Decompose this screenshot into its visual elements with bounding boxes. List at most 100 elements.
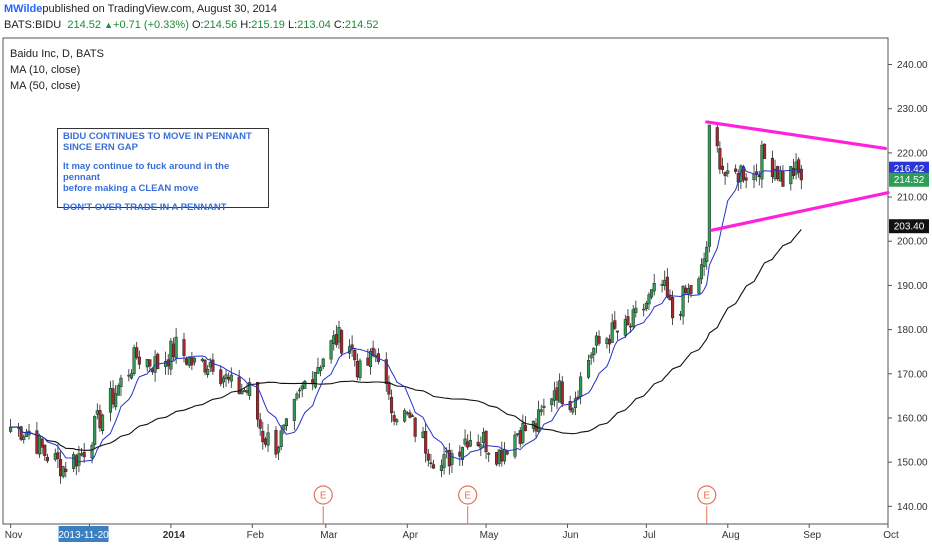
price-chart[interactable]: 140.00 150.00 160.00 170.00 180.00 190.00 200.… <box>0 36 932 550</box>
y-tick-label: 190.00 <box>897 281 928 292</box>
ma10-price-tag-label: 216.42 <box>894 164 925 175</box>
candle <box>408 412 412 418</box>
candle <box>718 148 722 170</box>
candle <box>660 283 664 286</box>
y-tick-label: 220.00 <box>897 148 928 159</box>
candle <box>707 124 711 247</box>
candle <box>211 359 215 372</box>
candle <box>521 422 525 443</box>
candle <box>266 432 270 446</box>
candle <box>145 359 149 368</box>
x-tick-label: Jun <box>562 530 578 541</box>
candle <box>132 347 136 375</box>
candle <box>594 335 598 346</box>
candle <box>263 438 267 445</box>
candle <box>539 409 543 413</box>
candle <box>355 360 359 378</box>
candle <box>19 426 23 440</box>
candle <box>316 367 320 374</box>
candle <box>550 398 554 406</box>
candle <box>424 430 428 454</box>
candle <box>321 358 325 367</box>
candle <box>277 446 281 453</box>
candle <box>353 349 357 361</box>
candle <box>458 451 462 457</box>
candle <box>495 451 499 465</box>
candle <box>332 335 336 344</box>
candle <box>476 441 480 446</box>
high-value: 215.19 <box>251 19 285 31</box>
candle <box>274 430 278 455</box>
candle <box>101 414 105 432</box>
candle <box>555 387 559 401</box>
candle <box>715 127 719 147</box>
candle <box>571 408 575 413</box>
candle <box>350 344 354 349</box>
candle <box>586 359 591 378</box>
candle <box>403 410 407 422</box>
y-tick-label: 230.00 <box>897 104 928 115</box>
legend-ma50[interactable]: MA (50, close) <box>10 80 81 92</box>
candle <box>755 171 759 175</box>
legend-title[interactable]: Baidu Inc, D, BATS <box>10 48 104 60</box>
candle <box>64 468 68 472</box>
candle <box>129 373 134 379</box>
earnings-icon <box>458 485 478 505</box>
last-price: 214.52 <box>67 19 102 31</box>
candle <box>329 340 333 360</box>
legend-ma10[interactable]: MA (10, close) <box>10 64 81 76</box>
candle <box>114 393 118 408</box>
candle <box>597 336 601 344</box>
candle <box>135 347 139 358</box>
publish-line: MWildepublished on TradingView.com, Augu… <box>4 3 277 15</box>
candle <box>789 166 793 185</box>
x-tick-label: Sep <box>803 530 821 541</box>
candle <box>45 456 49 462</box>
publish-info: published on TradingView.com, August 30,… <box>42 3 278 15</box>
candle <box>224 374 228 379</box>
candle <box>248 382 252 396</box>
candle <box>426 453 430 461</box>
annotation-line: DON'T OVER TRADE IN A PENNANT <box>63 202 227 213</box>
candle <box>368 351 373 367</box>
candle <box>313 371 317 388</box>
candle <box>573 398 577 408</box>
candle <box>245 390 249 393</box>
candle <box>644 302 648 310</box>
candle <box>9 426 13 432</box>
y-tick-label: 200.00 <box>897 237 928 248</box>
candle <box>542 405 546 408</box>
candle <box>43 444 47 456</box>
candle <box>93 416 97 445</box>
candle <box>358 360 362 378</box>
symbol[interactable]: BATS:BIDU <box>4 19 62 31</box>
candle <box>192 357 197 363</box>
candle <box>762 143 767 159</box>
earnings-icon <box>697 485 717 505</box>
ma50-price-tag-label: 203.40 <box>894 222 925 233</box>
plot-frame <box>2 37 889 525</box>
crosshair-date-tag <box>58 526 109 542</box>
annotation-line: BIDU CONTINUES TO MOVE IN PENNANT <box>63 131 252 142</box>
author-link[interactable]: MWilde <box>4 3 43 15</box>
annotation-box[interactable]: BIDU CONTINUES TO MOVE IN PENNANT SINCE … <box>57 128 269 213</box>
y-tick-label: 150.00 <box>897 458 928 469</box>
y-tick-label: 170.00 <box>897 369 928 380</box>
candle <box>53 453 57 460</box>
candle <box>560 381 564 405</box>
candle <box>80 453 84 456</box>
candle <box>516 433 520 435</box>
candle <box>279 430 283 448</box>
candle <box>757 175 761 178</box>
x-tick-label: Mar <box>320 530 338 541</box>
candle <box>778 170 782 182</box>
candle <box>187 356 191 366</box>
candle <box>190 356 194 366</box>
candle <box>650 289 654 298</box>
x-tick-label: Apr <box>403 530 419 541</box>
candle <box>689 285 693 294</box>
candle <box>497 449 501 464</box>
candle <box>337 326 341 343</box>
last-price-tag <box>889 172 929 187</box>
candle <box>513 434 517 457</box>
